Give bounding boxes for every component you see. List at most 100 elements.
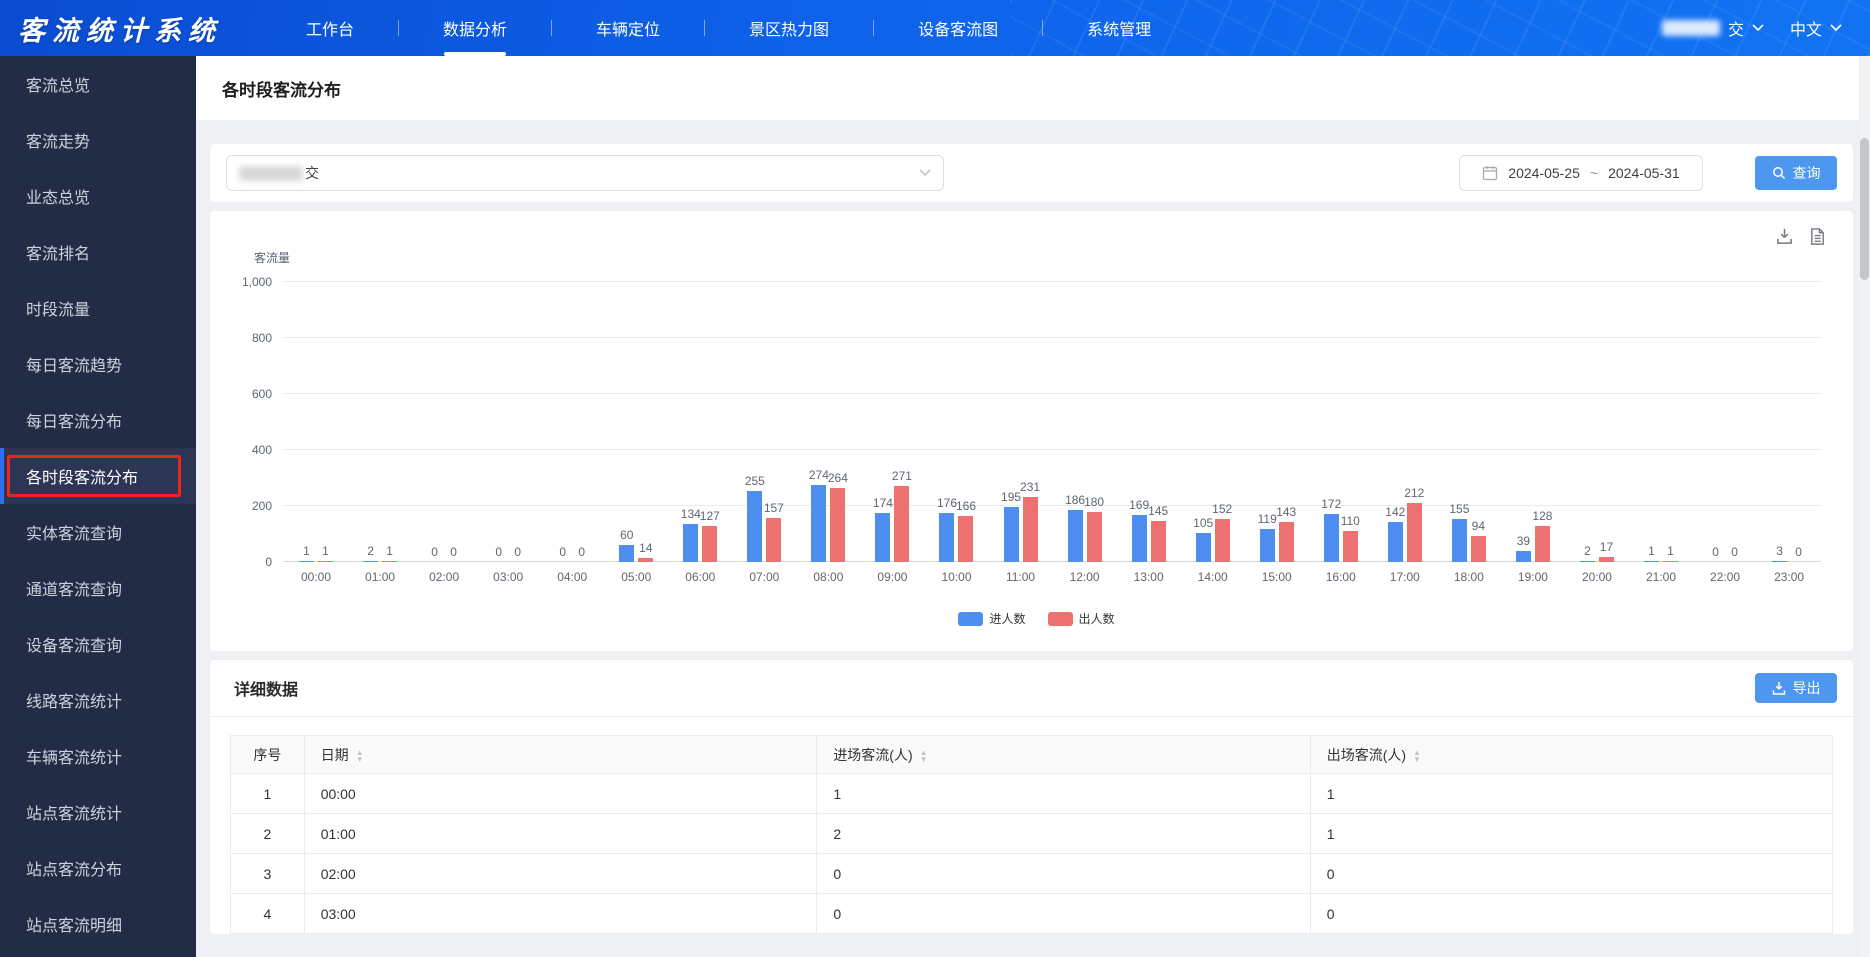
search-icon bbox=[1772, 167, 1785, 180]
bar-value-label: 2 bbox=[367, 544, 374, 558]
legend-item-out[interactable]: 出人数 bbox=[1047, 610, 1115, 627]
download-icon[interactable] bbox=[1775, 227, 1794, 246]
tab-scenic-heatmap[interactable]: 景区热力图 bbox=[705, 0, 873, 56]
scrollbar-thumb[interactable] bbox=[1860, 138, 1869, 280]
content: 交 2024-05-25 ~ 2024-05-31 bbox=[196, 120, 1870, 934]
out-bar: 166 bbox=[956, 499, 976, 562]
detail-table-card: 详细数据 导出 序号 日期 ▲ ▼ 进场客流( bbox=[210, 660, 1853, 934]
bar-chart-plot: 0 200 400 600 800 1,000 1 1 2 1 0 0 0 0 0 0 60 14 134 127 25… bbox=[242, 275, 1821, 569]
bar-group-1000: 176 166 bbox=[924, 282, 988, 562]
user-menu[interactable]: 交 bbox=[1661, 16, 1764, 40]
sidebar-item-hourly-flow-distribution[interactable]: 各时段客流分布 bbox=[0, 448, 196, 504]
sort-icon[interactable]: ▲ ▼ bbox=[1413, 748, 1421, 763]
sidebar-item-period-flow[interactable]: 时段流量 bbox=[0, 280, 196, 336]
bar-value-label: 1 bbox=[303, 544, 310, 558]
table-cell: 01:00 bbox=[303, 813, 818, 854]
column-header-1[interactable]: 日期 ▲ ▼ bbox=[303, 735, 818, 774]
out-bar: 180 bbox=[1084, 495, 1104, 562]
gridline bbox=[284, 281, 1821, 282]
out-bar: 1 bbox=[382, 544, 398, 562]
tab-vehicle-location[interactable]: 车辆定位 bbox=[552, 0, 704, 56]
out-bar: 1 bbox=[1663, 544, 1678, 562]
export-button[interactable]: 导出 bbox=[1755, 673, 1837, 703]
detail-table: 序号 日期 ▲ ▼ 进场客流(人) ▲ ▼ 出场客流(人) ▲ ▼ 1 00:00 1 1 2 01:00 2… bbox=[230, 735, 1834, 934]
sidebar-item-channel-flow-query[interactable]: 通道客流查询 bbox=[0, 560, 196, 616]
table-cell: 02:00 bbox=[303, 853, 818, 894]
x-tick-label: 07:00 bbox=[749, 570, 780, 584]
date-range-picker[interactable]: 2024-05-25 ~ 2024-05-31 bbox=[1459, 155, 1703, 191]
sidebar-item-label: 站点客流分布 bbox=[26, 862, 123, 879]
scrollbar-track[interactable] bbox=[1859, 56, 1870, 957]
bar-value-label: 169 bbox=[1129, 497, 1150, 512]
app-logo: 客流统计系统 bbox=[18, 15, 222, 47]
y-axis-title: 客流量 bbox=[254, 251, 291, 265]
query-button[interactable]: 查询 bbox=[1755, 156, 1837, 190]
x-tick-label: 10:00 bbox=[941, 570, 972, 584]
sidebar-item-flow-ranking[interactable]: 客流排名 bbox=[0, 224, 196, 280]
bar-value-label: 0 bbox=[495, 545, 502, 559]
tab-label: 数据分析 bbox=[443, 22, 508, 39]
x-tick-label: 12:00 bbox=[1069, 570, 1100, 584]
sidebar-item-daily-flow-distribution[interactable]: 每日客流分布 bbox=[0, 392, 196, 448]
bar-value-label: 14 bbox=[639, 541, 653, 556]
out-bar: 231 bbox=[1020, 480, 1040, 562]
tab-data-analysis[interactable]: 数据分析 bbox=[399, 0, 551, 56]
x-tick-label: 00:00 bbox=[301, 570, 332, 584]
sort-icon[interactable]: ▲ ▼ bbox=[919, 747, 928, 763]
app-header: 客流统计系统 工作台 数据分析 车辆定位 景区热力图 设备客流图 系统管理 交 中文 bbox=[0, 0, 1870, 56]
sidebar-item-device-flow-query[interactable]: 设备客流查询 bbox=[0, 616, 196, 672]
tab-device-flow-map[interactable]: 设备客流图 bbox=[874, 0, 1042, 56]
sidebar-item-line-flow-stats[interactable]: 线路客流统计 bbox=[0, 672, 196, 728]
legend-label: 出人数 bbox=[1078, 612, 1115, 626]
date-end: 2024-05-31 bbox=[1608, 165, 1680, 181]
bar-value-label: 186 bbox=[1065, 492, 1086, 507]
tab-system-management[interactable]: 系统管理 bbox=[1043, 0, 1195, 56]
sidebar-item-vehicle-flow-stats[interactable]: 车辆客流统计 bbox=[0, 728, 196, 784]
in-bar: 176 bbox=[937, 496, 957, 562]
tab-workbench[interactable]: 工作台 bbox=[262, 0, 398, 56]
divider bbox=[551, 20, 553, 36]
x-tick-label: 23:00 bbox=[1774, 570, 1805, 584]
column-header-3[interactable]: 出场客流(人) ▲ ▼ bbox=[1309, 735, 1834, 774]
sort-asc-caret: ▲ bbox=[919, 747, 928, 757]
main-area: 各时段客流分布 交 2024-05-25 bbox=[196, 56, 1870, 957]
sidebar-item-business-overview[interactable]: 业态总览 bbox=[0, 168, 196, 224]
sidebar-item-daily-flow-trend[interactable]: 每日客流趋势 bbox=[0, 336, 196, 392]
data-view-icon[interactable] bbox=[1808, 227, 1827, 246]
y-tick-label: 0 bbox=[265, 555, 272, 569]
in-bar: 3 bbox=[1772, 544, 1788, 562]
sidebar-item-station-flow-stats[interactable]: 站点客流统计 bbox=[0, 784, 196, 840]
sort-icon[interactable]: ▲ ▼ bbox=[355, 747, 364, 763]
x-axis-labels: 00:00 01:00 02:00 03:00 04:00 05:00 06:00 07:00… bbox=[284, 562, 1821, 584]
line-select[interactable]: 交 bbox=[226, 155, 944, 191]
query-button-label: 查询 bbox=[1792, 165, 1821, 181]
y-tick-label: 600 bbox=[251, 387, 272, 401]
column-header-label: 日期 bbox=[320, 746, 349, 763]
in-bar: 195 bbox=[1001, 490, 1021, 562]
x-tick-label: 08:00 bbox=[813, 570, 844, 584]
column-header-2[interactable]: 进场客流(人) ▲ ▼ bbox=[816, 735, 1311, 774]
legend-item-in[interactable]: 进人数 bbox=[958, 610, 1026, 627]
table-cell: 0 bbox=[1309, 853, 1834, 894]
out-bar: 1 bbox=[318, 544, 334, 562]
sidebar-item-station-flow-detail[interactable]: 站点客流明细 bbox=[0, 896, 196, 952]
chart-legend: 进人数 出人数 bbox=[250, 610, 1823, 627]
bar-value-label: 143 bbox=[1276, 504, 1297, 519]
sort-asc-caret: ▲ bbox=[355, 747, 364, 757]
sidebar-item-label: 每日客流趋势 bbox=[26, 358, 123, 375]
in-bar: 155 bbox=[1449, 502, 1469, 562]
sidebar-item-entity-flow-query[interactable]: 实体客流查询 bbox=[0, 504, 196, 560]
gridline bbox=[284, 561, 1821, 562]
sidebar-item-flow-trend[interactable]: 客流走势 bbox=[0, 112, 196, 168]
bar-group-2000: 2 17 bbox=[1565, 282, 1629, 562]
in-bar: 39 bbox=[1515, 534, 1531, 562]
x-tick-label: 20:00 bbox=[1581, 570, 1612, 584]
sidebar-item-label: 设备客流查询 bbox=[26, 638, 123, 655]
language-selector[interactable]: 中文 bbox=[1790, 16, 1842, 40]
date-separator: ~ bbox=[1589, 165, 1599, 181]
sidebar-item-station-flow-distribution[interactable]: 站点客流分布 bbox=[0, 840, 196, 896]
sidebar-item-flow-overview[interactable]: 客流总览 bbox=[0, 56, 196, 112]
